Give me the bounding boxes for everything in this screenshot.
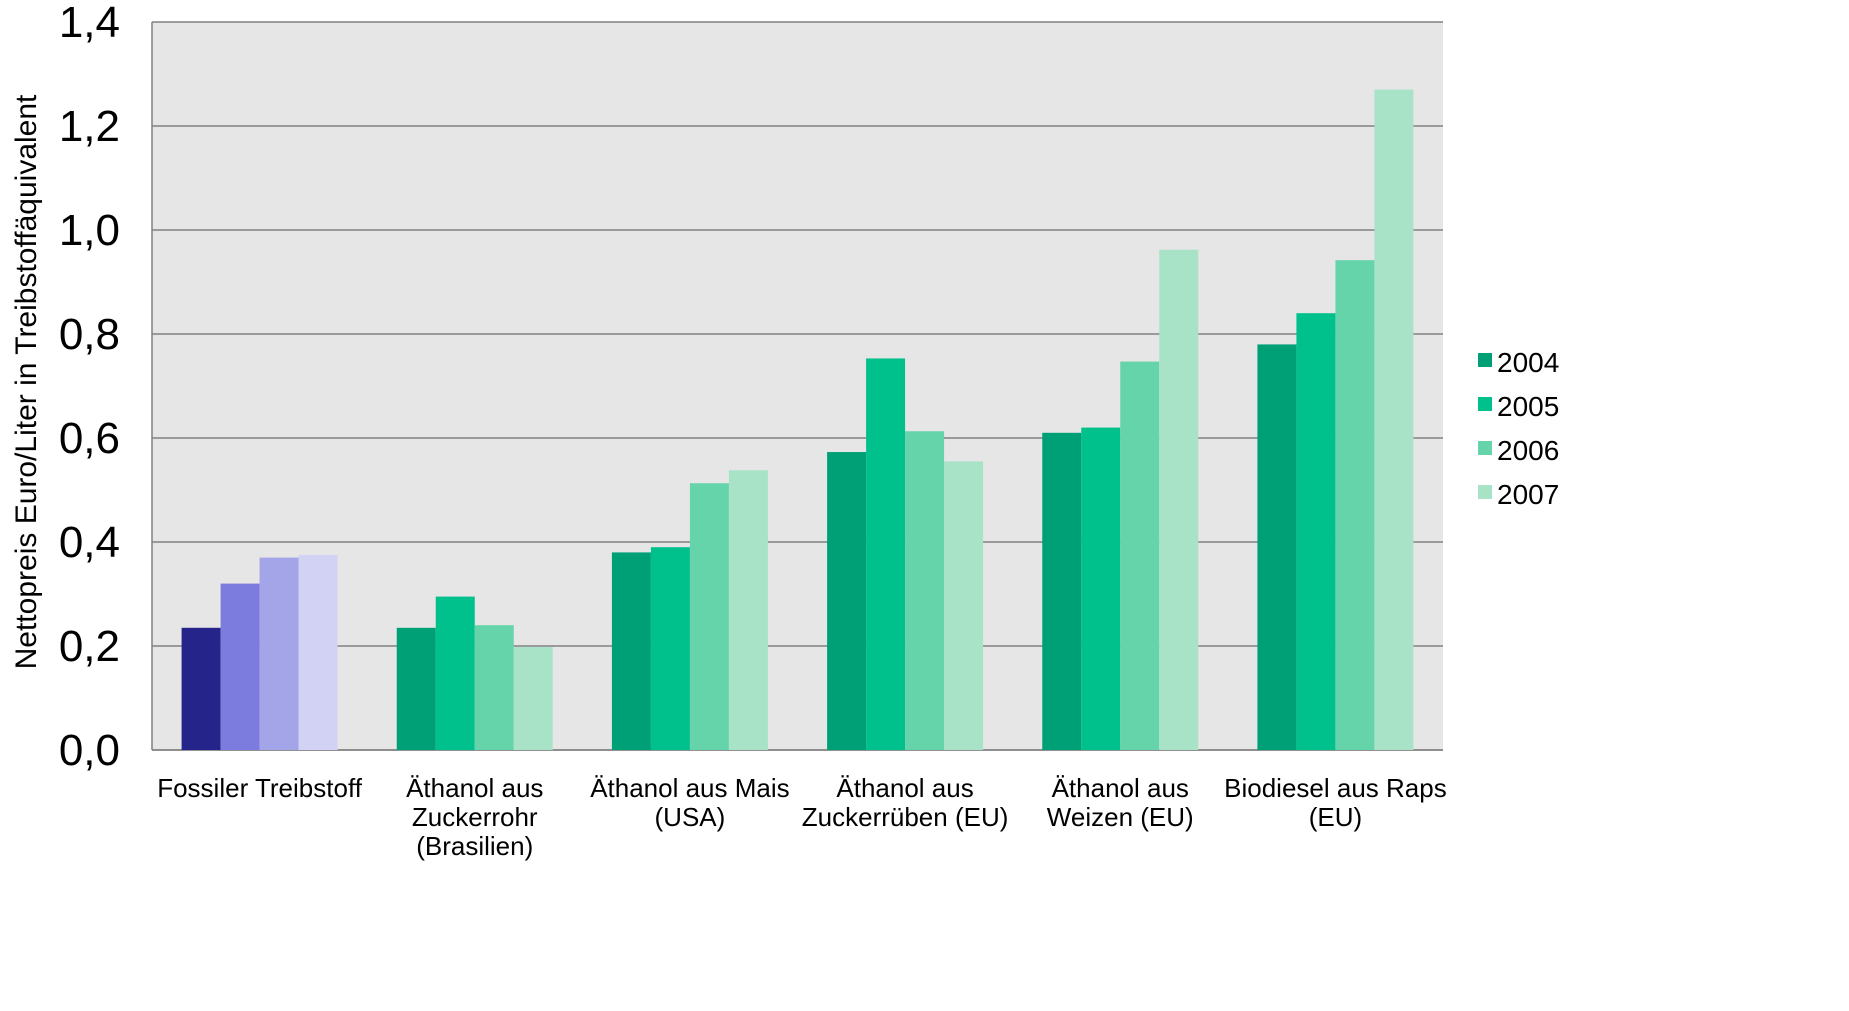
y-tick-label: 1,4 (59, 0, 120, 47)
bars (181, 89, 1414, 751)
legend-label: 2005 (1497, 391, 1559, 422)
x-category-label: Fossiler Treibstoff (157, 773, 362, 803)
bar (1335, 260, 1375, 750)
legend-swatch (1478, 441, 1492, 455)
bar (1257, 344, 1297, 750)
y-tick-labels: 0,0 0,2 0,4 0,6 0,8 1,0 1,2 1,4 (59, 0, 120, 775)
bar (1296, 313, 1336, 750)
x-category-label: Äthanol aus Mais (590, 773, 789, 803)
x-category-label: (EU) (1309, 802, 1362, 832)
bar (1042, 432, 1082, 750)
y-tick-label: 1,0 (59, 206, 120, 255)
gridlines (151, 21, 1443, 751)
x-category-label: Biodiesel aus Raps (1224, 773, 1447, 803)
bar (944, 461, 984, 750)
x-category-label: Weizen (EU) (1047, 802, 1194, 832)
x-category-label: (USA) (655, 802, 726, 832)
bar (220, 583, 260, 750)
bar (827, 452, 867, 750)
x-category-labels: Fossiler Treibstoff Äthanol ausZuckerrohr… (157, 773, 1446, 861)
legend: 2004 2005 2006 2007 (1478, 347, 1559, 510)
y-tick-label: 0,6 (59, 414, 120, 463)
legend-swatch (1478, 397, 1492, 411)
y-tick-label: 0,4 (59, 518, 120, 567)
x-category-label: Äthanol aus (836, 773, 973, 803)
legend-swatch (1478, 353, 1492, 367)
x-category-label: Zuckerrohr (412, 802, 538, 832)
y-tick-label: 0,2 (59, 622, 120, 671)
y-tick-label: 0,0 (59, 726, 120, 775)
legend-swatch (1478, 485, 1492, 499)
bar (1120, 361, 1160, 750)
bar (435, 596, 475, 750)
y-axis-label: Nettopreis Euro/Liter in Treibstoffäquiv… (10, 94, 43, 669)
legend-label: 2007 (1497, 479, 1559, 510)
y-tick-label: 1,2 (59, 102, 120, 151)
legend-label: 2004 (1497, 347, 1559, 378)
bar (1374, 89, 1414, 751)
bar (611, 552, 651, 750)
bar (866, 358, 906, 750)
bar (1159, 249, 1199, 750)
bar (728, 470, 768, 750)
y-tick-label: 0,8 (59, 310, 120, 359)
bar (1081, 427, 1121, 750)
x-category-label: Äthanol aus (1052, 773, 1189, 803)
bar (259, 557, 299, 750)
bar (474, 625, 514, 750)
bar (298, 555, 338, 750)
bar (181, 627, 221, 750)
x-category-label: Äthanol aus (406, 773, 543, 803)
bar (396, 627, 436, 750)
bar (689, 483, 729, 750)
legend-label: 2006 (1497, 435, 1559, 466)
bar (905, 431, 945, 750)
x-category-label: Zuckerrüben (EU) (802, 802, 1009, 832)
bar (650, 547, 690, 750)
plot-area (152, 22, 1443, 750)
bar (513, 647, 553, 750)
x-category-label: (Brasilien) (416, 831, 533, 861)
